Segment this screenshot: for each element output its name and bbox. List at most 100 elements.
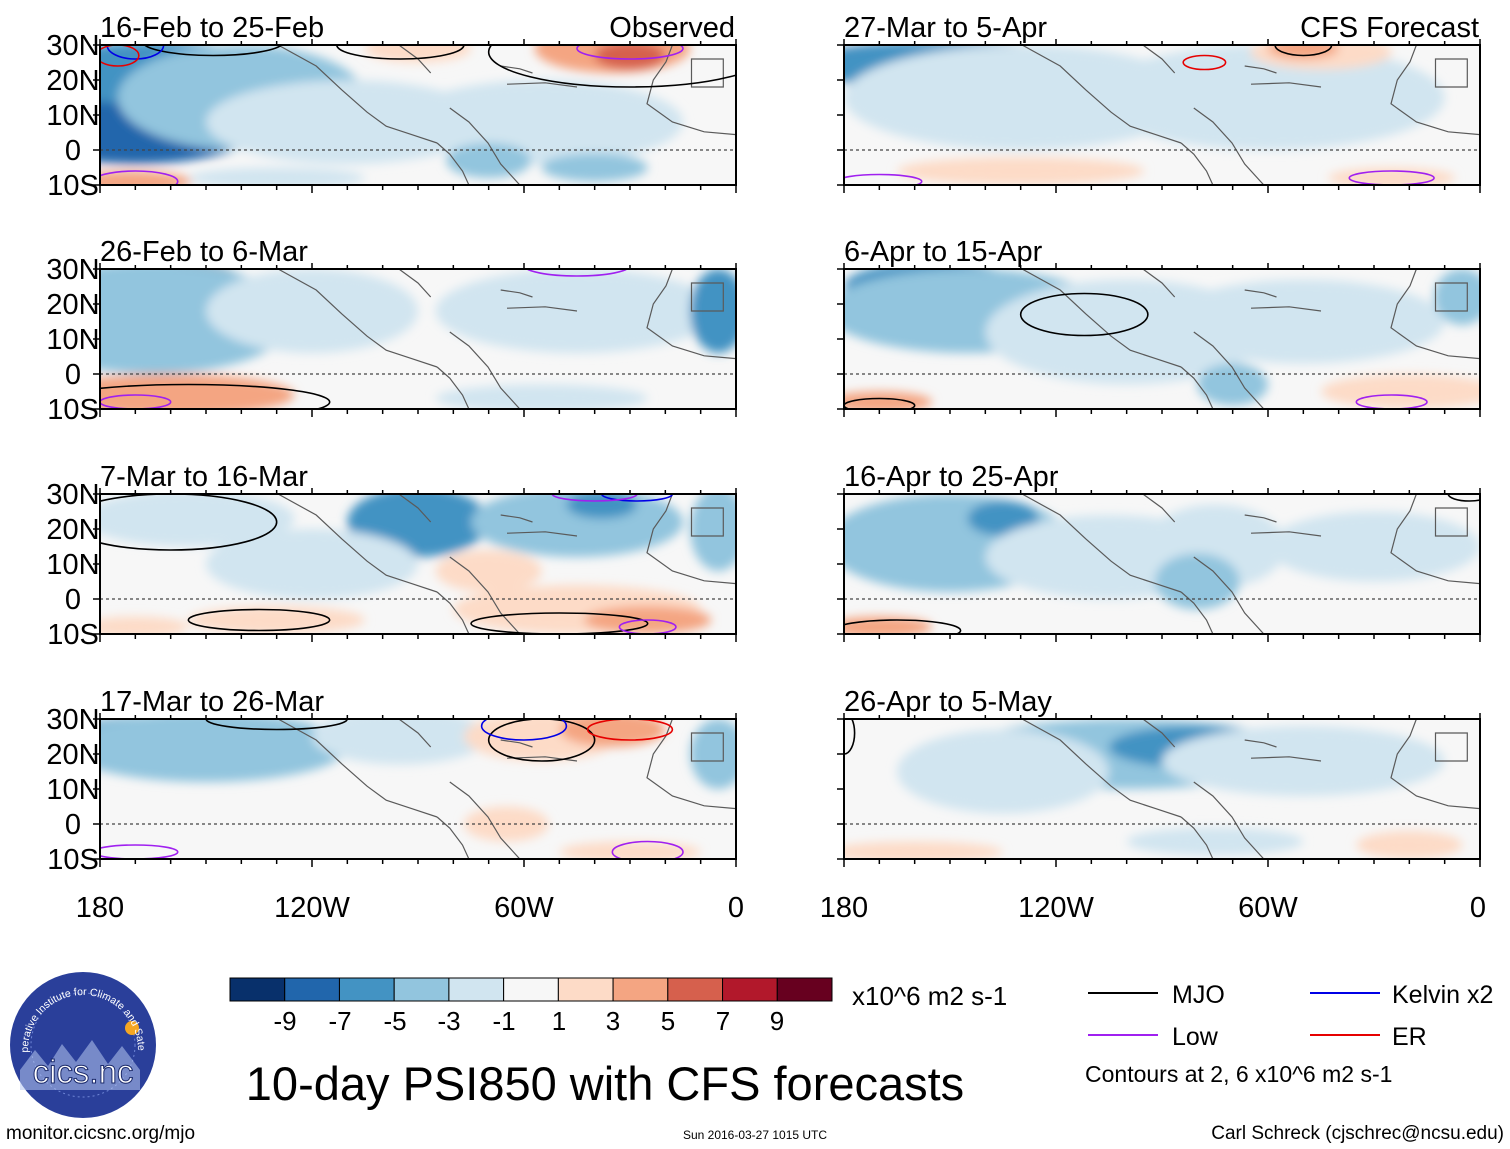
wave-contour — [100, 494, 278, 551]
coastline — [1390, 719, 1480, 810]
anomaly-fill — [897, 729, 1109, 814]
colorbar-swatches — [229, 977, 833, 1002]
wave-contour — [586, 719, 674, 741]
anomaly-fill — [435, 550, 542, 592]
colorbar-tick-label: 5 — [661, 1006, 675, 1036]
coastline — [1193, 107, 1265, 185]
wave-contour — [576, 45, 684, 60]
wave-contour — [470, 612, 649, 634]
coastline — [398, 494, 432, 523]
coastline — [1250, 531, 1322, 537]
coastline — [1021, 269, 1182, 368]
wave-contour — [618, 619, 677, 634]
colorbar-swatch — [612, 977, 669, 1002]
y-tick-label: 30N — [46, 704, 99, 736]
anomaly-fill — [100, 719, 348, 782]
coastline — [690, 507, 724, 537]
footer-url: monitor.cicsnc.org/mjo — [6, 1123, 195, 1144]
wave-contour — [143, 45, 283, 57]
colorbar-swatch — [284, 977, 340, 1002]
coastline — [1142, 45, 1176, 74]
colorbar-swatch — [448, 977, 505, 1002]
wave-contour — [1348, 170, 1435, 185]
anomaly-fill — [100, 494, 295, 547]
anomaly-fill — [206, 269, 418, 353]
colorbar-tick-label: -5 — [383, 1006, 406, 1036]
coastline — [449, 107, 521, 185]
y-tick-label: 20N — [46, 65, 99, 97]
anomaly-fill — [312, 719, 489, 765]
coastline — [500, 65, 533, 74]
panel-date-label: 27-Mar to 5-Apr — [844, 12, 1047, 44]
anomaly-fill — [1321, 374, 1480, 409]
colorbar-tick-label: -1 — [492, 1006, 515, 1036]
colorbar-swatch — [393, 977, 450, 1002]
y-tick-label: 10N — [46, 549, 99, 581]
map-panel: 26-Apr to 5-May — [837, 686, 1481, 867]
coastline — [646, 45, 736, 136]
coastline — [1434, 282, 1468, 312]
coastline — [277, 45, 438, 144]
anomaly-fill — [541, 153, 648, 182]
legend-label-mjo: MJO — [1172, 981, 1225, 1009]
anomaly-fill — [206, 80, 489, 164]
anomaly-fill — [1328, 167, 1456, 185]
coastline — [449, 781, 521, 859]
coastline — [449, 331, 521, 409]
legend-label-kelvin: Kelvin x2 — [1392, 981, 1493, 1009]
x-tick-label: 180 — [76, 892, 124, 924]
wave-contour — [100, 383, 331, 409]
colorbar-tick-label: 1 — [552, 1006, 566, 1036]
anomaly-fill — [100, 374, 295, 409]
coastline — [500, 289, 533, 298]
wave-contour — [844, 173, 923, 185]
coastline — [449, 556, 521, 634]
anomaly-fill — [967, 501, 1039, 536]
anomaly-fill — [844, 45, 1198, 150]
colorbar-tick-label: -9 — [273, 1006, 296, 1036]
anomaly-fill — [897, 157, 1145, 185]
coastline — [1390, 494, 1480, 585]
y-tick-label: 10S — [47, 844, 99, 876]
coastline — [690, 58, 724, 88]
wave-contour — [106, 45, 165, 60]
colorbar-tick-label: 7 — [716, 1006, 730, 1036]
coastline — [690, 282, 724, 312]
coastline — [1244, 65, 1277, 74]
wave-contour — [551, 494, 638, 502]
anomaly-fill — [188, 606, 365, 634]
anomaly-fill — [188, 167, 365, 185]
anomaly-fill — [1162, 726, 1445, 796]
coastline — [1250, 306, 1322, 312]
anomaly-fill — [1154, 553, 1240, 610]
coastline — [1250, 82, 1322, 88]
wave-contour — [480, 719, 568, 741]
y-tick-label: 10S — [47, 619, 99, 651]
anomaly-fill — [1268, 45, 1339, 59]
anomaly-fill — [690, 494, 736, 571]
coastline — [436, 142, 470, 185]
wave-contour — [187, 608, 331, 632]
wave-contour — [100, 170, 179, 185]
coastline — [1193, 781, 1265, 859]
y-tick-label: 10N — [46, 100, 99, 132]
coastline — [1180, 366, 1214, 409]
coastline — [1193, 556, 1265, 634]
panel-date-label: 26-Apr to 5-May — [844, 686, 1052, 718]
map-panel: 6-Apr to 15-Apr — [837, 236, 1481, 417]
anomaly-fill — [844, 391, 933, 409]
colorbar-tick-label: -3 — [437, 1006, 460, 1036]
wave-contour — [1182, 54, 1227, 71]
anomaly-fill — [559, 841, 701, 859]
x-tick-label: 0 — [728, 892, 744, 924]
panel-date-label: 6-Apr to 15-Apr — [844, 236, 1043, 268]
wave-contour — [100, 394, 172, 409]
anomaly-fill — [463, 806, 549, 842]
coastline — [1142, 719, 1176, 748]
anomaly-fill — [400, 80, 683, 164]
coastline — [1021, 494, 1182, 593]
